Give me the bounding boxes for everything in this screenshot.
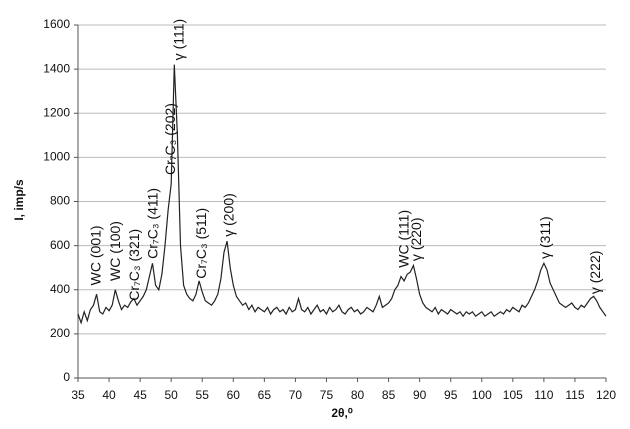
x-tick-label: 90 — [413, 388, 427, 402]
peak-label: γ (222) — [587, 251, 603, 295]
y-tick-label: 1200 — [43, 105, 70, 119]
peak-label: γ (311) — [537, 216, 553, 259]
peak-label: Cr₇C₃ (411) — [144, 188, 160, 259]
peak-label: Cr₇C₃ (321) — [126, 229, 142, 301]
y-tick-label: 600 — [50, 238, 70, 252]
peak-label: WC (111) — [395, 210, 411, 268]
x-tick-label: 65 — [258, 388, 272, 402]
x-tick-label: 80 — [351, 388, 365, 402]
x-tick-label: 95 — [444, 388, 458, 402]
x-tick-label: 85 — [382, 388, 396, 402]
x-tick-label: 115 — [565, 388, 584, 402]
peak-label: WC (001) — [87, 225, 103, 285]
x-tick-label: 100 — [472, 388, 492, 402]
x-axis-title: 2θ,⁰ — [331, 406, 352, 420]
y-tick-label: 0 — [63, 370, 70, 384]
peak-label: γ (200) — [220, 193, 236, 237]
x-tick-label: 40 — [102, 388, 116, 402]
x-tick-label: 105 — [503, 388, 523, 402]
y-tick-label: 1000 — [43, 150, 70, 164]
y-axis-title: I, imp/s — [12, 179, 26, 221]
x-tick-label: 70 — [289, 388, 303, 402]
x-tick-label: 50 — [164, 388, 178, 402]
x-tick-label: 60 — [227, 388, 241, 402]
x-tick-label: 110 — [534, 388, 553, 402]
x-tick-label: 45 — [133, 388, 147, 402]
peak-label: Cr₇C₃ (511) — [193, 208, 209, 279]
y-tick-label: 800 — [50, 194, 70, 208]
peak-label: γ (220) — [408, 217, 424, 261]
y-tick-label: 400 — [50, 282, 70, 296]
peak-label: Cr₇C₃ (202) — [162, 103, 178, 175]
x-tick-label: 120 — [596, 388, 616, 402]
peak-label: WC (100) — [107, 221, 123, 281]
peak-label: γ (111) — [171, 19, 187, 61]
x-tick-label: 35 — [71, 388, 85, 402]
y-tick-label: 1600 — [43, 17, 70, 31]
x-tick-label: 55 — [196, 388, 210, 402]
y-tick-label: 1400 — [43, 61, 70, 75]
y-tick-label: 200 — [50, 326, 70, 340]
data-line — [77, 64, 607, 325]
x-tick-label: 75 — [320, 388, 334, 402]
